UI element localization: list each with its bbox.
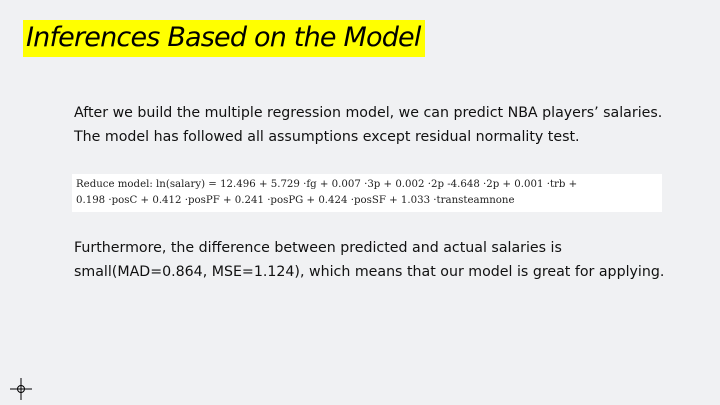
intro-paragraph: After we build the multiple regression m…	[74, 101, 662, 149]
crosshair-icon	[10, 378, 32, 400]
slide-title: Inferences Based on the Model	[26, 22, 421, 53]
intro-line-1: After we build the multiple regression m…	[74, 105, 663, 121]
formula-line-2: 0.198 ·posC + 0.412 ·posPF + 0.241 ·posP…	[76, 195, 515, 206]
regression-formula: Reduce model: ln(salary) = 12.496 + 5.72…	[76, 177, 577, 209]
conclusion-line-1: Furthermore, the difference between pred…	[74, 240, 562, 256]
formula-line-1: Reduce model: ln(salary) = 12.496 + 5.72…	[76, 179, 578, 190]
formula-image: Reduce model: ln(salary) = 12.496 + 5.72…	[72, 174, 662, 212]
intro-line-2: The model has followed all assumptions e…	[74, 129, 580, 145]
conclusion-paragraph: Furthermore, the difference between pred…	[74, 236, 664, 284]
title-highlight: Inferences Based on the Model	[23, 20, 425, 57]
conclusion-line-2: small(MAD=0.864, MSE=1.124), which means…	[74, 264, 665, 280]
